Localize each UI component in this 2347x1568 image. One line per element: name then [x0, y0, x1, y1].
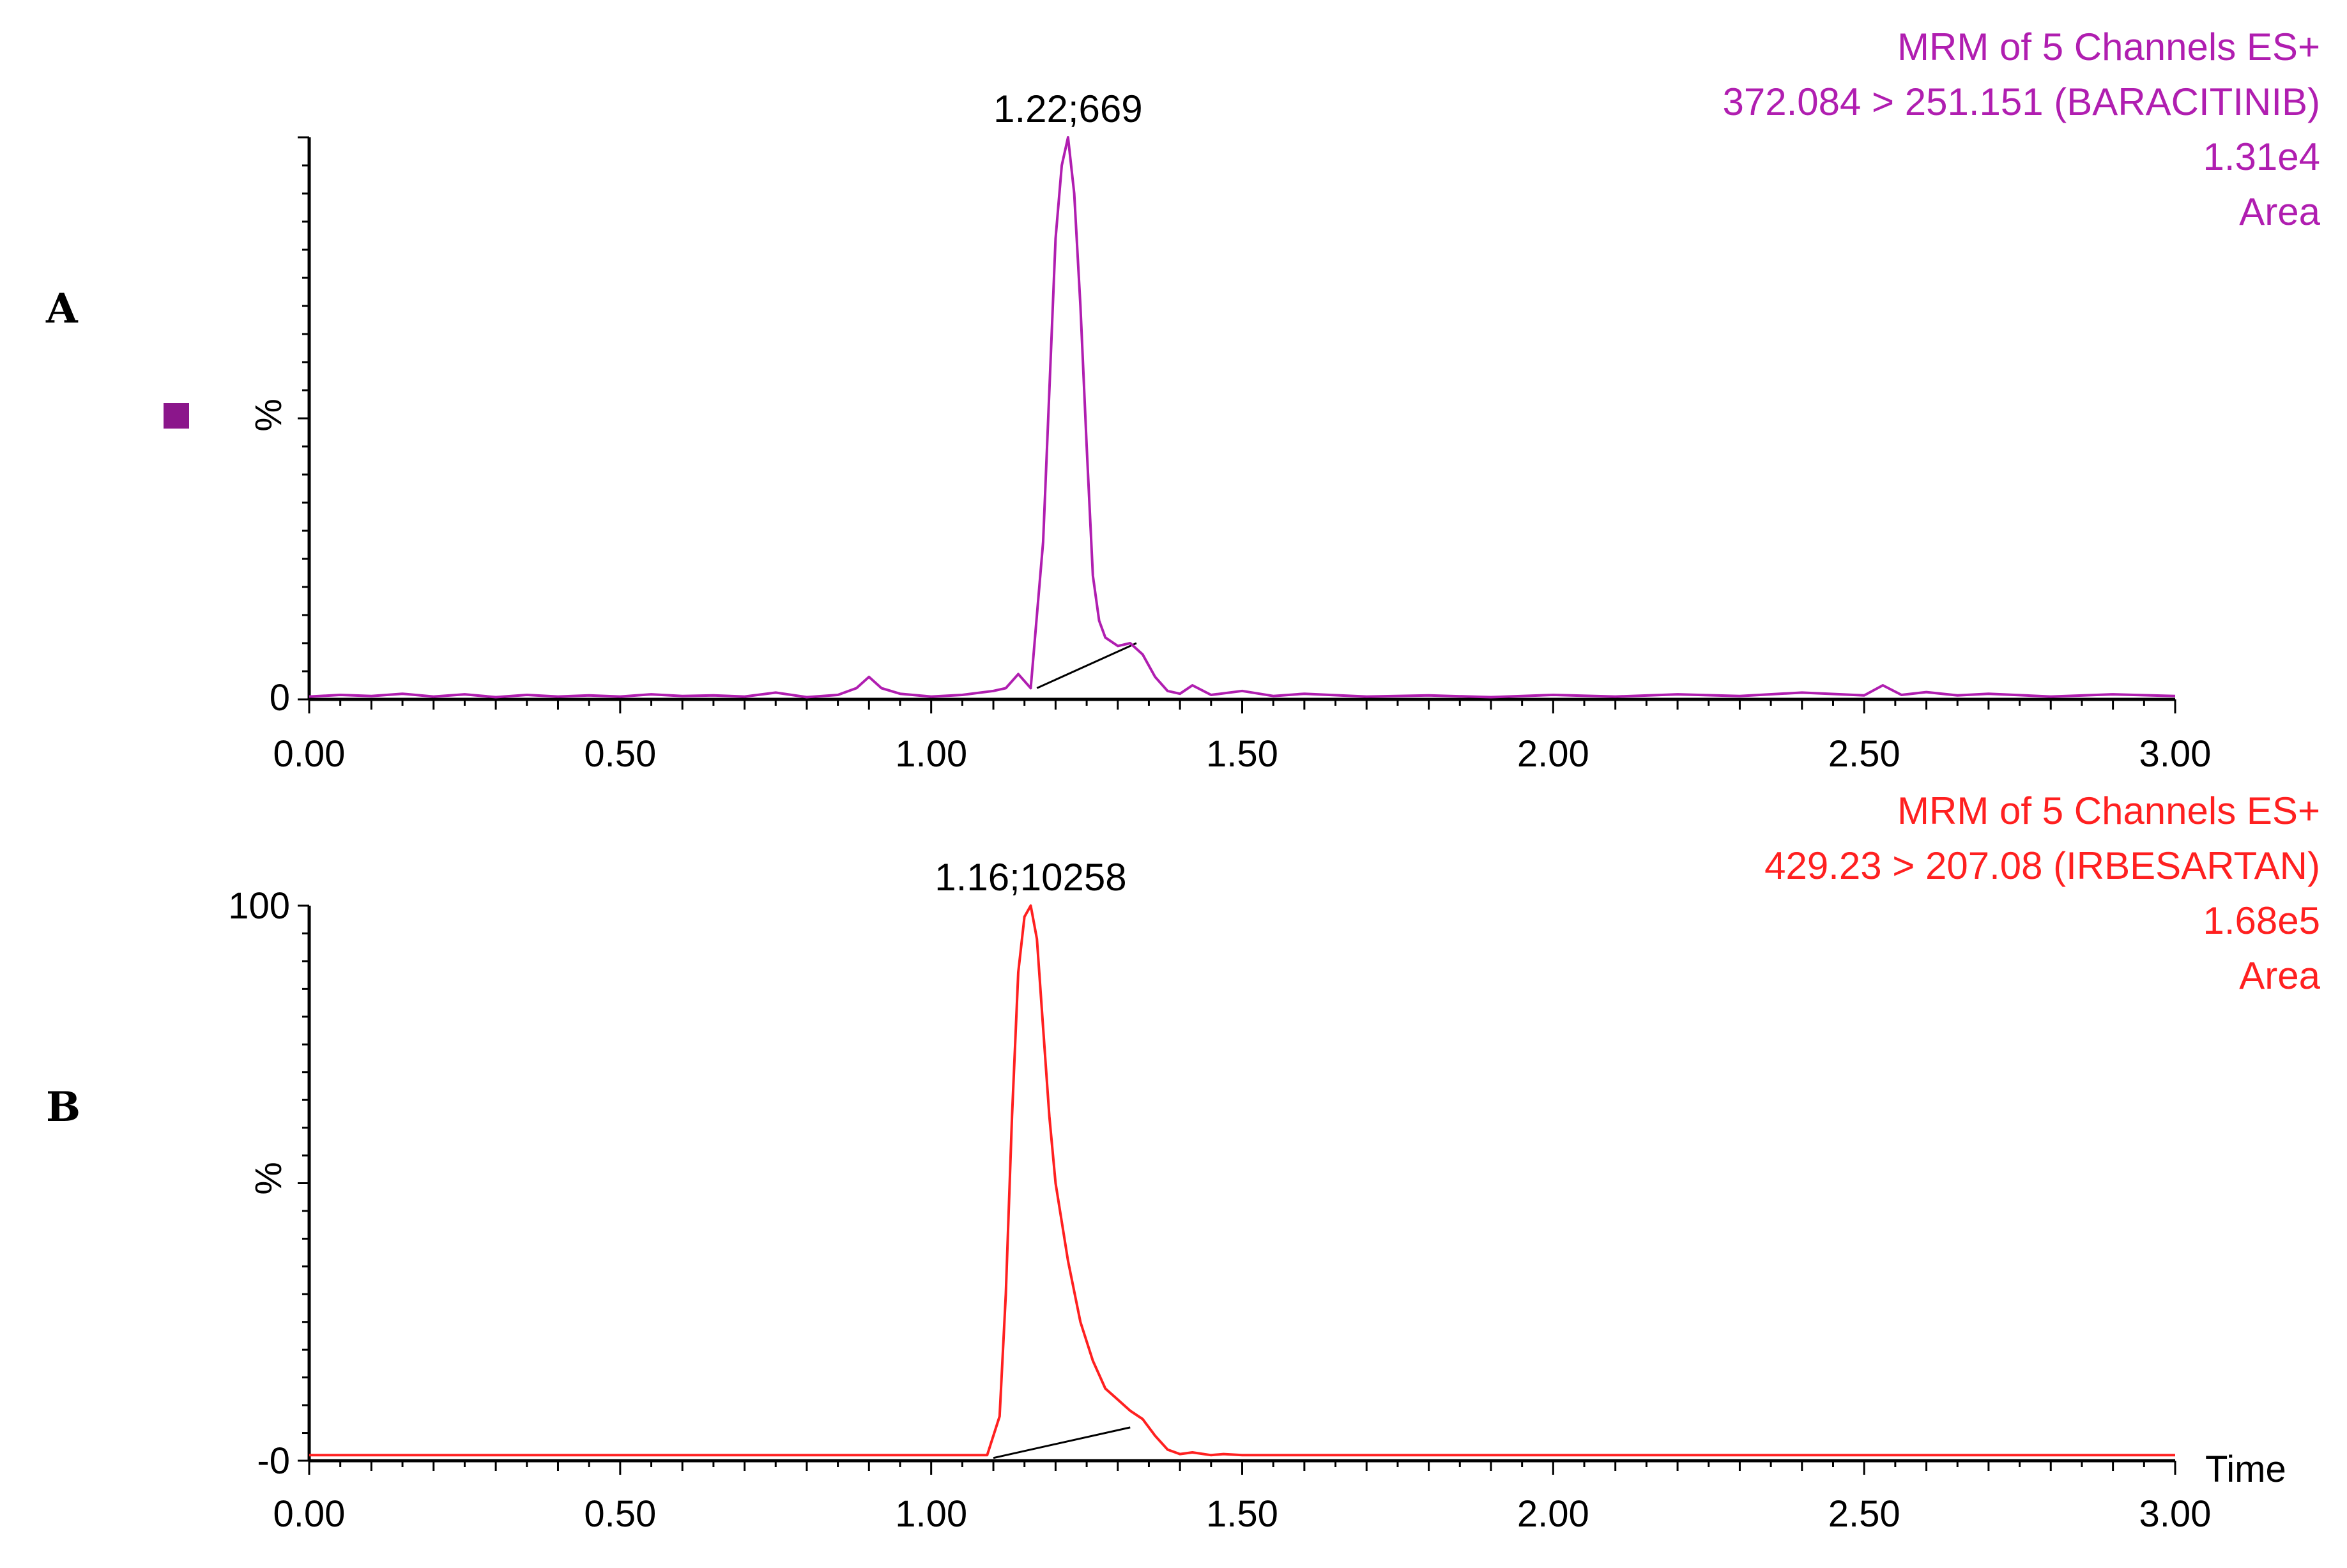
x-tick-label: 2.50 — [1828, 1493, 1900, 1535]
x-tick-label: 1.00 — [895, 733, 967, 775]
y-tick-label: 100 — [228, 885, 290, 927]
y-axis-label: % — [248, 1162, 289, 1195]
x-tick-label: 1.50 — [1206, 733, 1278, 775]
x-tick-label: 0.00 — [273, 1493, 346, 1535]
x-tick-label: 2.50 — [1828, 733, 1900, 775]
x-tick-label: 0.50 — [584, 1493, 656, 1535]
chromatogram-trace — [309, 136, 2176, 699]
chromatogram-trace — [309, 904, 2175, 1457]
panel-b-label: B — [46, 1083, 80, 1131]
x-tick-label: 3.00 — [2139, 1493, 2212, 1535]
x-tick-label: 2.00 — [1517, 1493, 1589, 1535]
integration-baseline — [993, 1426, 1131, 1459]
y-tick-label: -0 — [257, 1440, 290, 1482]
annotation-line-4: Area — [2239, 190, 2320, 233]
x-axis-label: Time — [2205, 1449, 2286, 1490]
y-axis-label: % — [248, 399, 289, 432]
y-tick-label: 0 — [270, 677, 290, 719]
x-tick-label: 2.00 — [1517, 733, 1589, 775]
legend-marker — [164, 403, 189, 429]
annotation-line-2: 372.084 > 251.151 (BARACITINIB) — [1722, 80, 2320, 123]
peak-label: 1.22;669 — [993, 88, 1143, 130]
x-tick-label: 1.00 — [895, 1493, 967, 1535]
annotation-line-2: 429.23 > 207.08 (IRBESARTAN) — [1764, 844, 2320, 887]
x-tick-label: 3.00 — [2139, 733, 2212, 775]
x-tick-label: 1.50 — [1206, 1493, 1278, 1535]
integration-baseline — [1036, 642, 1137, 689]
annotation-line-3: 1.31e4 — [2203, 135, 2320, 178]
panel-b-chart: B % MRM of 5 Channels ES+ 429.23 > 207.0… — [46, 789, 2321, 1535]
panel-a-chart: A % MRM of 5 Channels ES+ 372.084 > 251.… — [45, 26, 2321, 775]
annotation-line-1: MRM of 5 Channels ES+ — [1897, 789, 2320, 832]
panel-a-label: A — [45, 285, 79, 333]
annotation-line-1: MRM of 5 Channels ES+ — [1897, 26, 2320, 68]
x-tick-label: 0.00 — [273, 733, 346, 775]
annotation-line-4: Area — [2239, 954, 2320, 997]
peak-label: 1.16;10258 — [935, 856, 1126, 899]
annotation-line-3: 1.68e5 — [2203, 899, 2320, 942]
x-tick-label: 0.50 — [584, 733, 656, 775]
